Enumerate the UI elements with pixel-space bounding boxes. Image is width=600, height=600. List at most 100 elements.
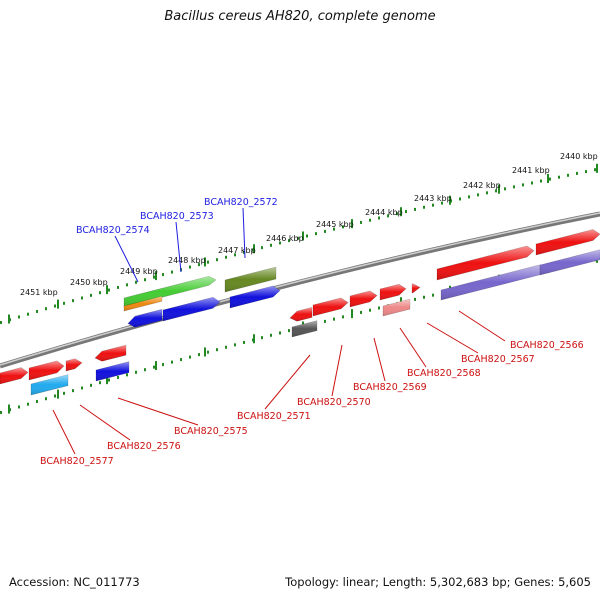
top-scale-dot: [423, 205, 425, 209]
top-scale-dot: [243, 250, 245, 254]
bottom-scale-major-tick: [351, 309, 353, 319]
bottom-scale-major-tick: [155, 361, 157, 371]
gene-2569-leader: [373, 337, 386, 382]
top-scale-dot: [459, 197, 461, 201]
bottom-scale-dot: [270, 333, 272, 337]
top-scale-dot: [162, 273, 164, 277]
gene-2577-leader: [52, 409, 76, 455]
bottom-scale-dot: [360, 310, 362, 314]
top-scale-major-tick: [8, 314, 10, 324]
gene-2576-leader: [79, 404, 131, 441]
top-scale-major-tick: [106, 285, 108, 295]
bottom-scale-dot: [225, 345, 227, 349]
bottom-scale-dot: [45, 397, 47, 401]
top-scale-dot: [531, 181, 533, 185]
gene-2573-leader: [175, 221, 182, 273]
top-scale-dot: [576, 171, 578, 175]
genome-backbone: [0, 211, 600, 369]
scale-label: 2447 kbp: [218, 246, 256, 255]
top-scale-dot: [99, 291, 101, 295]
top-scale-major-tick: [498, 184, 500, 194]
bottom-scale-dot: [18, 405, 20, 409]
top-scale-dot: [18, 315, 20, 319]
top-scale-major-tick: [155, 271, 157, 281]
scale-label: 2440 kbp: [560, 152, 598, 161]
top-scale-dot: [414, 207, 416, 211]
top-scale-dot: [198, 263, 200, 267]
gene-2574-feature-shine: [124, 296, 162, 311]
bottom-scale-dot: [108, 378, 110, 382]
gene-feature-purple-shine: [540, 249, 600, 275]
scale-label: 2442 kbp: [463, 181, 501, 190]
scale-label: 2449 kbp: [120, 267, 158, 276]
top-scale-dot: [405, 210, 407, 214]
gene-2566-feature-shine: [536, 229, 600, 255]
bottom-scale-dot: [207, 350, 209, 354]
top-scale-dot: [72, 299, 74, 303]
gene-feature-red-shine: [66, 358, 82, 371]
bottom-scale-major-tick: [204, 347, 206, 357]
scale-label: 2444 kbp: [365, 208, 403, 217]
scale-label: 2446 kbp: [266, 234, 304, 243]
bottom-scale-dot: [144, 368, 146, 372]
bottom-scale-dot: [369, 308, 371, 312]
bottom-scale-dot: [432, 293, 434, 297]
top-scale-major-tick: [204, 257, 206, 267]
top-scale-dot: [432, 203, 434, 207]
gene-feature-blue-shine: [96, 361, 129, 381]
gene-2571-feature-shine: [290, 307, 312, 322]
bottom-scale-dot: [36, 399, 38, 403]
top-scale-dot: [540, 179, 542, 183]
top-scale-dot: [63, 301, 65, 305]
top-scale-dot: [117, 285, 119, 289]
bottom-scale-major-tick: [253, 334, 255, 344]
top-scale-dot: [360, 220, 362, 224]
bottom-scale-major-tick: [57, 389, 59, 399]
bottom-scale-dot: [90, 383, 92, 387]
bottom-scale-dot: [99, 381, 101, 385]
gene-feature-pink-shine: [383, 299, 410, 316]
top-scale-dot: [36, 309, 38, 313]
top-scale-dot: [594, 168, 596, 172]
scale-label: 2441 kbp: [512, 166, 550, 175]
bottom-scale-dot: [135, 370, 137, 374]
bottom-scale-dot: [198, 353, 200, 357]
gene-2575-leader: [117, 397, 199, 426]
bottom-scale-dot: [54, 394, 56, 398]
scale-label: 2443 kbp: [414, 194, 452, 203]
gene-2571-label: BCAH820_2571: [237, 411, 311, 422]
top-scale-dot: [234, 253, 236, 257]
gene-features: [0, 229, 600, 396]
bottom-scale-dot: [261, 336, 263, 340]
top-scale-dot: [279, 241, 281, 245]
gene-2576-feature-shine: [31, 374, 68, 395]
top-scale-major-tick: [253, 244, 255, 254]
top-scale-dot: [135, 280, 137, 284]
gene-2574-label: BCAH820_2574: [76, 225, 150, 236]
top-scale-major-tick: [302, 231, 304, 241]
top-scale-dot: [585, 170, 587, 174]
gene-2570-label: BCAH820_2570: [297, 397, 371, 408]
scale-ticks-top: [0, 163, 598, 324]
bottom-scale-dot: [288, 329, 290, 333]
gene-2566-label: BCAH820_2566: [510, 340, 584, 351]
gene-2570-leader: [331, 344, 343, 397]
top-scale-dot: [369, 218, 371, 222]
gene-feature-blue-shine: [128, 309, 162, 328]
top-scale-dot: [225, 255, 227, 259]
top-scale-dot: [153, 275, 155, 279]
top-scale-major-tick: [449, 195, 451, 205]
backbone-highlight: [0, 212, 600, 366]
bottom-scale-dot: [63, 391, 65, 395]
top-scale-dot: [513, 185, 515, 189]
top-scale-dot: [45, 307, 47, 311]
top-scale-dot: [558, 175, 560, 179]
bottom-scale-dot: [117, 375, 119, 379]
gene-feature-purple-shine: [441, 264, 540, 300]
top-scale-dot: [522, 183, 524, 187]
top-scale-dot: [387, 214, 389, 218]
bottom-scale-dot: [180, 358, 182, 362]
bottom-scale-dot: [333, 317, 335, 321]
gene-2577-feature-shine: [0, 367, 28, 384]
top-scale-dot: [315, 232, 317, 236]
